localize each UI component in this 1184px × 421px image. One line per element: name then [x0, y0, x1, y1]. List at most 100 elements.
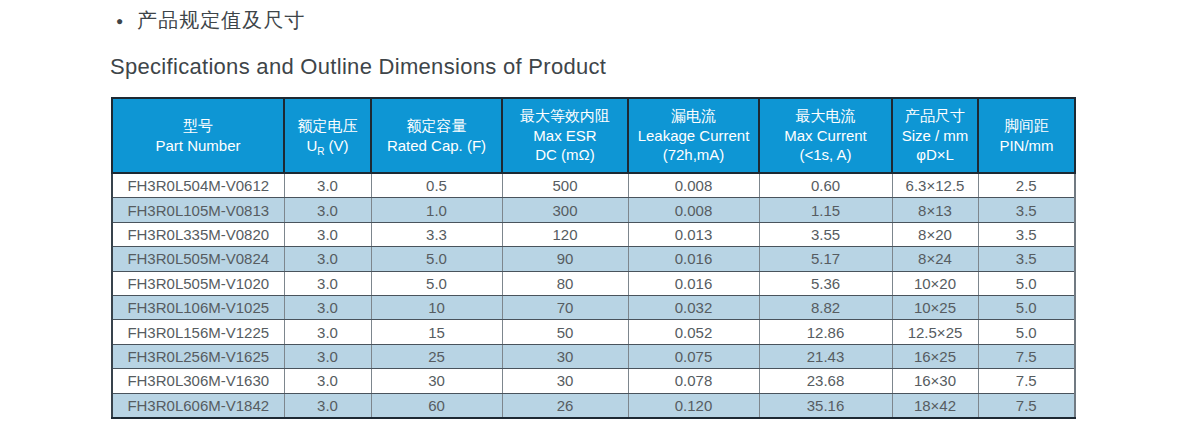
cell-rated-capacity: 30	[371, 369, 502, 393]
cell-pin-pitch: 3.5	[978, 247, 1075, 271]
header-line-zh: 型号	[115, 116, 281, 136]
cell-leakage-current: 0.075	[628, 344, 759, 368]
cell-pin-pitch: 7.5	[978, 344, 1075, 368]
cell-rated-voltage: 3.0	[284, 173, 371, 198]
cell-pin-pitch: 7.5	[978, 393, 1075, 418]
table-row: FH3R0L505M-V1020 3.0 5.0 80 0.016 5.36 1…	[112, 271, 1075, 295]
col-header-max-esr: 最大等效内阻 Max ESR DC (mΩ)	[502, 98, 628, 173]
cell-leakage-current: 0.016	[628, 247, 759, 271]
header-line-en: Max Current	[762, 126, 889, 146]
cell-part-number: FH3R0L606M-V1842	[112, 393, 284, 418]
spec-table-header: 型号 Part Number 额定电压 UR (V) 额定容量 Rated Ca…	[112, 98, 1075, 173]
cell-size: 10×20	[892, 271, 978, 295]
cell-rated-voltage: 3.0	[284, 295, 371, 319]
bullet-icon: ●	[116, 15, 124, 27]
cell-max-esr: 26	[502, 393, 628, 418]
cell-part-number: FH3R0L106M-V1025	[112, 295, 284, 319]
header-line-zh: 产品尺寸	[895, 106, 975, 126]
cell-part-number: FH3R0L505M-V0824	[112, 247, 284, 271]
cell-max-current: 5.17	[759, 247, 892, 271]
header-line-zh: 额定容量	[374, 116, 499, 136]
spec-table-body: FH3R0L504M-V0612 3.0 0.5 500 0.008 0.60 …	[112, 173, 1075, 418]
cell-leakage-current: 0.032	[628, 295, 759, 319]
cell-size: 8×13	[892, 198, 978, 222]
header-line-en: Rated Cap. (F)	[374, 136, 499, 156]
cell-max-current: 1.15	[759, 198, 892, 222]
header-line-zh: 额定电压	[287, 116, 368, 136]
cell-pin-pitch: 5.0	[978, 271, 1075, 295]
cell-part-number: FH3R0L505M-V1020	[112, 271, 284, 295]
cell-rated-voltage: 3.0	[284, 198, 371, 222]
cell-size: 6.3×12.5	[892, 173, 978, 198]
section-title-en: Specifications and Outline Dimensions of…	[110, 54, 606, 80]
cell-size: 18×42	[892, 393, 978, 418]
cell-rated-voltage: 3.0	[284, 247, 371, 271]
cell-rated-capacity: 25	[371, 344, 502, 368]
header-line-en: PIN/mm	[981, 136, 1072, 156]
cell-pin-pitch: 2.5	[978, 173, 1075, 198]
header-line-zh: 最大电流	[762, 106, 889, 126]
header-line-zh: 漏电流	[631, 106, 756, 126]
cell-max-esr: 90	[502, 247, 628, 271]
header-line-unit: (72h,mA)	[631, 145, 756, 165]
cell-max-current: 21.43	[759, 344, 892, 368]
header-line-zh: 最大等效内阻	[505, 106, 625, 126]
table-row: FH3R0L306M-V1630 3.0 30 30 0.078 23.68 1…	[112, 369, 1075, 393]
cell-max-esr: 500	[502, 173, 628, 198]
cell-rated-capacity: 3.3	[371, 222, 502, 246]
cell-max-esr: 120	[502, 222, 628, 246]
header-line-zh: 脚间距	[981, 116, 1072, 136]
cell-rated-capacity: 60	[371, 393, 502, 418]
header-line-en: UR (V)	[287, 136, 368, 156]
cell-pin-pitch: 3.5	[978, 198, 1075, 222]
cell-max-current: 23.68	[759, 369, 892, 393]
cell-part-number: FH3R0L256M-V1625	[112, 344, 284, 368]
cell-max-current: 0.60	[759, 173, 892, 198]
cell-max-esr: 30	[502, 369, 628, 393]
cell-max-current: 5.36	[759, 271, 892, 295]
cell-leakage-current: 0.008	[628, 173, 759, 198]
cell-rated-capacity: 0.5	[371, 173, 502, 198]
voltage-unit: (V)	[324, 137, 348, 154]
cell-rated-capacity: 5.0	[371, 271, 502, 295]
voltage-symbol: U	[306, 137, 317, 154]
section-title-zh: ● 产品规定值及尺寸	[116, 7, 305, 34]
cell-part-number: FH3R0L504M-V0612	[112, 173, 284, 198]
table-row: FH3R0L256M-V1625 3.0 25 30 0.075 21.43 1…	[112, 344, 1075, 368]
table-row: FH3R0L156M-V1225 3.0 15 50 0.052 12.86 1…	[112, 320, 1075, 344]
cell-rated-voltage: 3.0	[284, 344, 371, 368]
header-line-en: Part Number	[115, 136, 281, 156]
cell-size: 16×25	[892, 344, 978, 368]
cell-leakage-current: 0.078	[628, 369, 759, 393]
cell-max-current: 3.55	[759, 222, 892, 246]
datasheet-page: ● 产品规定值及尺寸 Specifications and Outline Di…	[0, 0, 1184, 421]
cell-rated-voltage: 3.0	[284, 271, 371, 295]
cell-size: 16×30	[892, 369, 978, 393]
cell-pin-pitch: 5.0	[978, 295, 1075, 319]
table-row: FH3R0L106M-V1025 3.0 10 70 0.032 8.82 10…	[112, 295, 1075, 319]
cell-part-number: FH3R0L335M-V0820	[112, 222, 284, 246]
cell-size: 8×20	[892, 222, 978, 246]
cell-size: 8×24	[892, 247, 978, 271]
cell-max-esr: 300	[502, 198, 628, 222]
cell-rated-capacity: 5.0	[371, 247, 502, 271]
table-row: FH3R0L606M-V1842 3.0 60 26 0.120 35.16 1…	[112, 393, 1075, 418]
cell-rated-capacity: 15	[371, 320, 502, 344]
cell-pin-pitch: 7.5	[978, 369, 1075, 393]
header-line-unit: (<1s, A)	[762, 145, 889, 165]
cell-part-number: FH3R0L306M-V1630	[112, 369, 284, 393]
cell-max-esr: 80	[502, 271, 628, 295]
col-header-part-number: 型号 Part Number	[112, 98, 284, 173]
cell-max-current: 12.86	[759, 320, 892, 344]
cell-pin-pitch: 5.0	[978, 320, 1075, 344]
header-row: 型号 Part Number 额定电压 UR (V) 额定容量 Rated Ca…	[112, 98, 1075, 173]
table-row: FH3R0L504M-V0612 3.0 0.5 500 0.008 0.60 …	[112, 173, 1075, 198]
cell-size: 10×25	[892, 295, 978, 319]
cell-rated-voltage: 3.0	[284, 222, 371, 246]
header-line-en: Max ESR	[505, 126, 625, 146]
cell-pin-pitch: 3.5	[978, 222, 1075, 246]
cell-rated-voltage: 3.0	[284, 320, 371, 344]
col-header-rated-capacity: 额定容量 Rated Cap. (F)	[371, 98, 502, 173]
cell-max-esr: 70	[502, 295, 628, 319]
cell-size: 12.5×25	[892, 320, 978, 344]
